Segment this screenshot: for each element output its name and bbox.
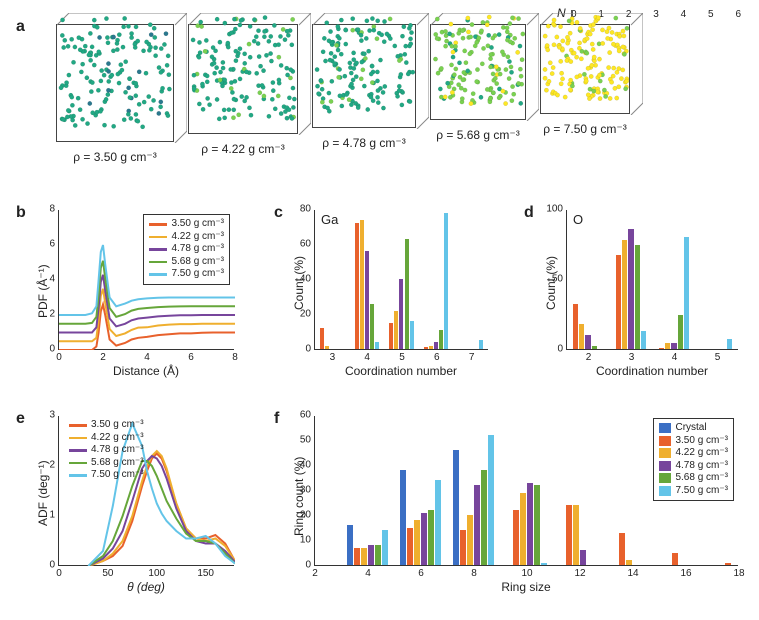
- panel-f-legend: Crystal3.50 g cm⁻³4.22 g cm⁻³4.78 g cm⁻³…: [653, 418, 734, 501]
- panel-f-label: f: [274, 410, 279, 428]
- panel-d-label: d: [524, 204, 534, 222]
- panel-c-corner: Ga: [321, 212, 338, 227]
- panel-c-chart: Count (%) Ga 02040608034567 Coordination…: [314, 210, 488, 378]
- panel-c-xlabel: Coordination number: [314, 364, 488, 378]
- panel-e-chart: ADF (deg⁻¹) 0501001500123 θ (deg) 3.50 g…: [58, 416, 234, 594]
- panel-f-xlabel: Ring size: [314, 580, 738, 594]
- panel-e-label: e: [16, 410, 25, 428]
- panel-d-xlabel: Coordination number: [566, 364, 738, 378]
- panel-c-plot: Ga 02040608034567: [314, 210, 488, 350]
- panel-e-ylabel: ADF (deg⁻¹): [36, 460, 50, 526]
- panel-b-xlabel: Distance (Å): [58, 364, 234, 378]
- panel-b-legend: 3.50 g cm⁻³4.22 g cm⁻³4.78 g cm⁻³5.68 g …: [143, 214, 230, 285]
- panel-d-chart: Count (%) O 0501002345 Coordination numb…: [566, 210, 738, 378]
- panel-b-chart: PDF (Å⁻¹) 0246802468 Distance (Å) 3.50 g…: [58, 210, 234, 378]
- panel-b-label: b: [16, 204, 26, 222]
- panel-d-corner: O: [573, 212, 583, 227]
- panel-a-cubes-row: ρ = 3.50 g cm⁻³ρ = 4.22 g cm⁻³ρ = 4.78 g…: [56, 24, 630, 164]
- panel-b-ylabel: PDF (Å⁻¹): [36, 264, 50, 318]
- panel-e-legend: 3.50 g cm⁻³4.22 g cm⁻³4.78 g cm⁻³5.68 g …: [64, 416, 149, 485]
- panel-a-label: a: [16, 18, 25, 36]
- panel-e-xlabel: θ (deg): [58, 580, 234, 594]
- panel-d-plot: O 0501002345: [566, 210, 738, 350]
- panel-c-label: c: [274, 204, 283, 222]
- panel-f-chart: Ring count (%) 0102030405060246810121416…: [314, 416, 738, 594]
